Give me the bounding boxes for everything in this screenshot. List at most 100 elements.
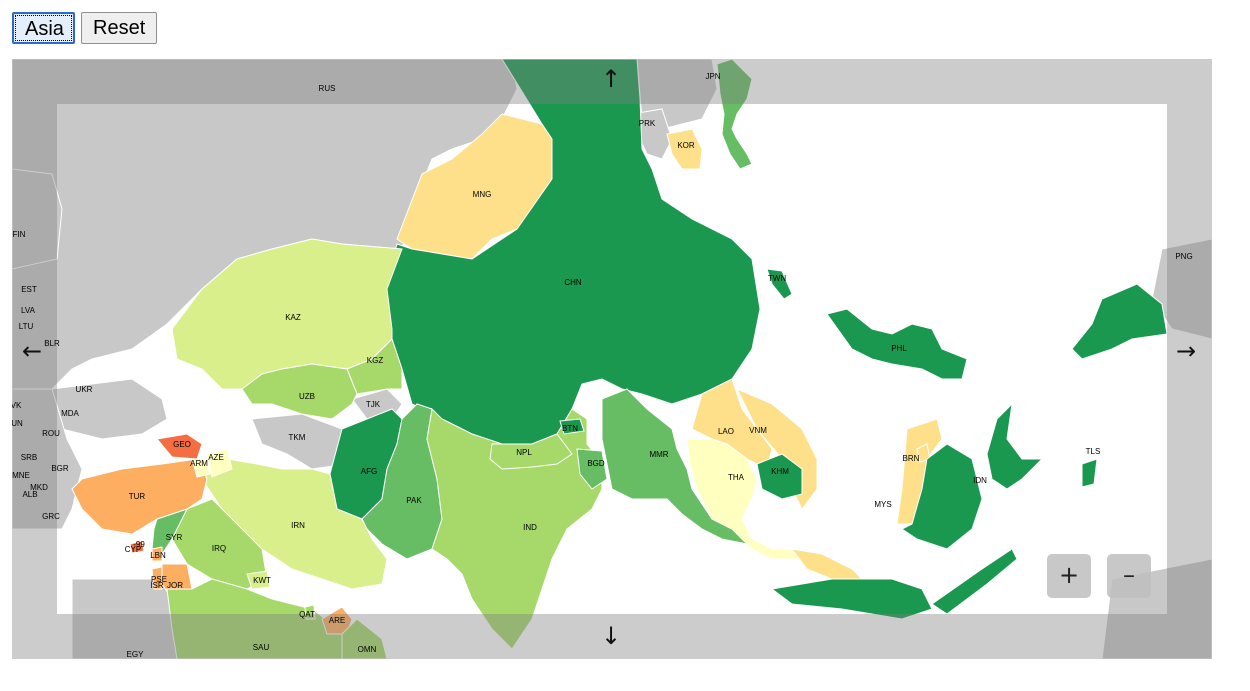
country-label-tls: TLS: [1086, 447, 1101, 456]
asia-countries: [71, 59, 1168, 659]
pan-right-arrow[interactable]: →: [1176, 337, 1197, 365]
country-label-irq: IRQ: [212, 544, 226, 553]
country-label-aze: AZE: [208, 453, 224, 462]
country-LBN: [151, 546, 163, 562]
country-label-tha: THA: [728, 473, 745, 482]
country-label-png: PNG: [1175, 252, 1192, 261]
country-label-mne: MNE: [12, 471, 30, 480]
country-TLS: [1081, 458, 1098, 488]
country-PNG: [1151, 238, 1212, 340]
country-label-idn: IDN: [973, 476, 987, 485]
country-GEO: [156, 433, 203, 460]
country-label-mng: MNG: [473, 190, 492, 199]
country-UKR: [51, 378, 168, 440]
country-label-mys: MYS: [874, 500, 891, 509]
country-label-bgd: BGD: [587, 459, 605, 468]
country-label-btn: BTN: [562, 424, 578, 433]
country-OMN: [341, 618, 388, 659]
country-label-tur: TUR: [129, 492, 146, 501]
country-label-syr: SYR: [166, 533, 183, 542]
country-label-cyp: CYP: [125, 545, 141, 554]
country-label-jpn: JPN: [705, 72, 720, 81]
country-label-un: UN: [12, 419, 23, 428]
asia-button[interactable]: Asia: [12, 12, 75, 44]
country-IDN-papua: [1071, 283, 1168, 360]
country-IDN-sumatra: [931, 548, 1018, 615]
country-PHL: [826, 308, 968, 380]
country-label-fin: FIN: [13, 230, 26, 239]
country-IDN-borneo: [901, 443, 983, 550]
country-label-lbn: LBN: [150, 551, 166, 560]
country-CYP: [129, 540, 145, 554]
country-label-pse: PSE: [151, 575, 167, 584]
country-BGD: [576, 448, 608, 490]
country-label-jor: JOR: [167, 581, 183, 590]
country-KHM: [756, 453, 803, 500]
country-TWN: [766, 268, 793, 300]
country-label-brn: BRN: [903, 454, 920, 463]
country-UZB: [241, 363, 358, 420]
country-IDN-sulawesi: [986, 402, 1044, 490]
country-label-kwt: KWT: [253, 576, 271, 585]
country-label-egy: EGY: [127, 650, 145, 659]
country-label-sau: SAU: [253, 643, 270, 652]
choropleth-map[interactable]: RUS JPN PRK KOR MNG CHN TWN KAZ KGZ UZB TJK TKM AFG P…: [12, 59, 1212, 659]
country-label-lao: LAO: [718, 427, 734, 436]
country-TUR: [71, 458, 208, 535]
country-label-vnm: VNM: [749, 426, 767, 435]
country-label-mkd: MKD: [30, 483, 48, 492]
country-labels: RUS JPN PRK KOR MNG CHN TWN KAZ KGZ UZB TJK TKM AFG P…: [12, 72, 1193, 659]
country-label-phl: PHL: [891, 344, 907, 353]
country-label-irn: IRN: [291, 521, 305, 530]
country-label-ukr: UKR: [76, 385, 93, 394]
country-MYS-penin: [790, 548, 864, 580]
reset-button[interactable]: Reset: [81, 12, 157, 44]
country-label-npl: NPL: [516, 448, 532, 457]
country-CHN: [383, 59, 761, 445]
country-JPN: [716, 59, 753, 170]
country-label-kor: KOR: [677, 141, 695, 150]
country-SAU: [166, 578, 353, 659]
zoom-out-button[interactable]: –: [1107, 554, 1151, 598]
country-KWT: [246, 570, 271, 590]
country-PSE: [151, 566, 163, 590]
country-label-alb: ALB: [22, 490, 37, 499]
country-KOR: [666, 128, 703, 170]
zoom-in-button[interactable]: +: [1047, 554, 1091, 598]
country-label-blr: BLR: [44, 339, 60, 348]
country-label-bgr: BGR: [51, 464, 69, 473]
country-label-afg: AFG: [361, 467, 377, 476]
country-label-vk: VK: [12, 401, 22, 410]
country-label-geo: GEO: [173, 440, 191, 449]
pan-left-arrow[interactable]: ←: [22, 337, 43, 365]
country-label-mmr: MMR: [649, 450, 668, 459]
country-IDN-java: [770, 578, 933, 620]
country-AZE: [206, 448, 233, 478]
country-label--99: -99: [133, 540, 145, 549]
country-label-tkm: TKM: [289, 433, 306, 442]
country-label-ind: IND: [523, 523, 537, 532]
country-label-mda: MDA: [61, 409, 79, 418]
country-label-are: ARE: [329, 616, 345, 625]
country-BTN: [559, 418, 585, 435]
country-label-twn: TWN: [768, 274, 786, 283]
map-svg: RUS JPN PRK KOR MNG CHN TWN KAZ KGZ UZB TJK TKM AFG P…: [12, 59, 1212, 659]
country-label-khm: KHM: [771, 467, 789, 476]
country-label-uzb: UZB: [299, 392, 315, 401]
country-THA: [686, 438, 804, 560]
country-label-rus: RUS: [319, 84, 336, 93]
country-QAT: [304, 604, 316, 620]
country-label-omn: OMN: [358, 645, 377, 654]
country-label-arm: ARM: [190, 459, 208, 468]
country-label-qat: QAT: [299, 610, 315, 619]
country-label-lva: LVA: [21, 306, 36, 315]
country-label-est: EST: [21, 285, 37, 294]
country-label-isr: ISR: [150, 581, 164, 590]
country-ARM: [191, 458, 211, 478]
country-KGZ: [346, 338, 403, 395]
country-EGY: [71, 578, 178, 659]
pan-down-arrow[interactable]: ↓: [601, 622, 622, 650]
pan-up-arrow[interactable]: ↑: [601, 65, 622, 93]
country-label-grc: GRC: [42, 512, 60, 521]
country-label-srb: SRB: [21, 453, 37, 462]
